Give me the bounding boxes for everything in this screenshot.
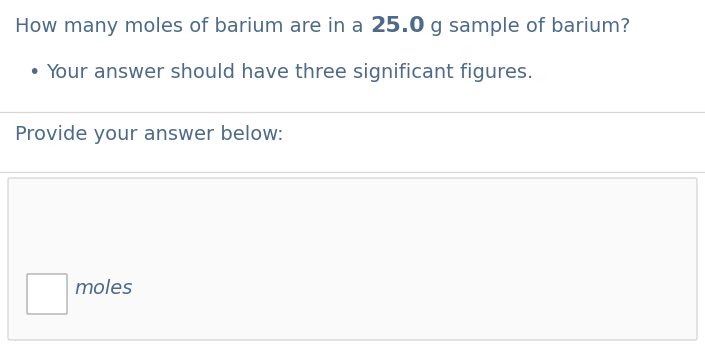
Text: 25.0: 25.0 (369, 16, 424, 36)
Text: Your answer should have three significant figures.: Your answer should have three significan… (46, 63, 533, 82)
Text: moles: moles (74, 279, 133, 298)
FancyBboxPatch shape (8, 178, 697, 340)
Text: How many moles of barium are in a: How many moles of barium are in a (15, 17, 369, 36)
Text: Provide your answer below:: Provide your answer below: (15, 125, 283, 144)
Text: g sample of barium?: g sample of barium? (424, 17, 631, 36)
FancyBboxPatch shape (27, 274, 67, 314)
Text: •: • (28, 63, 39, 82)
